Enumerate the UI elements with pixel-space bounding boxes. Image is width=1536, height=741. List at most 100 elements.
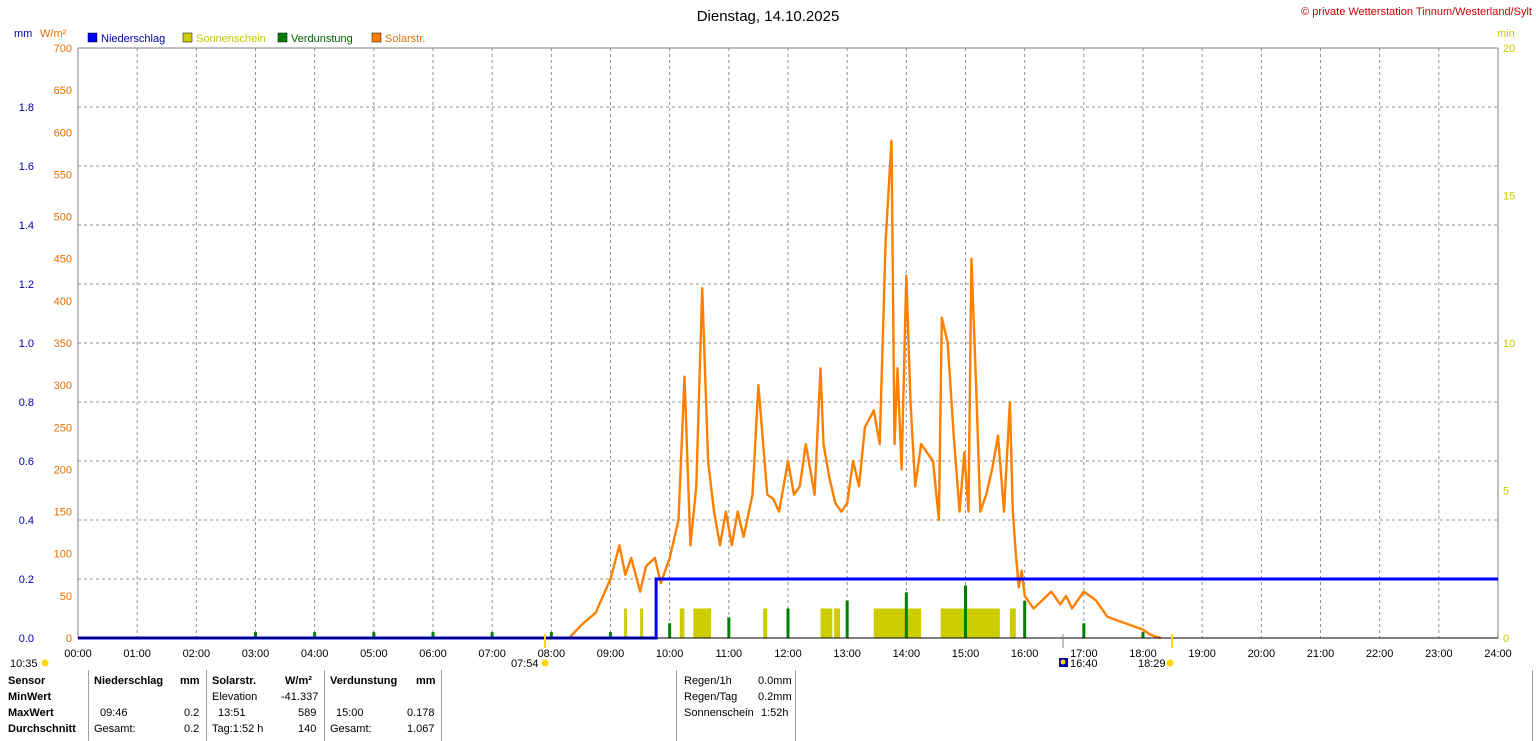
wm2-tick-label: 650 [54, 85, 72, 97]
sunshine-bar [873, 608, 922, 638]
x-tick-label: 22:00 [1366, 648, 1394, 660]
avg-evap-value: 1.067 [407, 723, 435, 735]
weather-chart: 00:00 01:00 02:00 03:00 04:00 05:00 06:00 07:00… [10, 6, 1532, 670]
axis-unit-mm: mm [14, 28, 32, 40]
chart-title: Dienstag, 14.10.2025 [697, 8, 840, 25]
wm2-tick-label: 200 [54, 464, 72, 476]
mm-tick-label: 1.0 [19, 338, 34, 350]
header-verdunstung: Verdunstung [330, 675, 398, 687]
sunshine-bar [1009, 608, 1016, 638]
statistics-table: Sensor MinWert MaxWert Durchschnitt Nied… [0, 670, 1536, 741]
x-tick-label: 00:00 [64, 648, 92, 660]
grid [78, 48, 1498, 638]
max-solar-value: 589 [298, 707, 317, 719]
sunshine-bar [624, 608, 628, 638]
avg-rain-label: Gesamt: [94, 723, 136, 735]
x-tick-label: 07:00 [478, 648, 506, 660]
x-tick-label: 02:00 [183, 648, 211, 660]
sun-icon [1166, 659, 1174, 667]
second-time: 18:29 [1138, 658, 1166, 670]
x-tick-label: 16:00 [1011, 648, 1039, 660]
legend: Niederschlag Sonnenschein Verdunstung So… [87, 32, 425, 45]
x-tick-label: 19:00 [1188, 648, 1216, 660]
min-tick-label: 0 [1503, 633, 1509, 645]
mm-tick-label: 0.4 [19, 515, 34, 527]
left-mm-tick-labels: 0.0 0.2 0.4 0.6 0.8 1.0 1.2 1.4 1.6 1.8 [19, 102, 34, 645]
table-divider [88, 670, 89, 741]
sunshine-bar [693, 608, 712, 638]
wm2-tick-label: 50 [60, 591, 72, 603]
row-minwert: MinWert [8, 691, 52, 703]
summary-label-regen-1h: Regen/1h [684, 675, 732, 687]
left-time-label: 10:35 [10, 658, 38, 670]
wm2-tick-label: 450 [54, 254, 72, 266]
header-sensor: Sensor [8, 675, 46, 687]
x-tick-label: 06:00 [419, 648, 447, 660]
min-tick-label: 15 [1503, 191, 1515, 203]
max-evap-time: 15:00 [336, 707, 364, 719]
wm2-tick-label: 350 [54, 338, 72, 350]
legend-label-solarstr: Solarstr. [385, 33, 425, 45]
time-markers: 10:35 07:54 16:40 18:29 [10, 634, 1174, 670]
sun-icon [541, 659, 549, 667]
wm2-tick-label: 250 [54, 422, 72, 434]
x-tick-label: 01:00 [123, 648, 151, 660]
x-tick-label: 13:00 [833, 648, 861, 660]
mm-tick-label: 1.8 [19, 102, 34, 114]
x-tick-label: 11:00 [715, 648, 742, 660]
summary-value-regen-tag: 0.2mm [758, 691, 792, 703]
table-divider [676, 670, 677, 741]
avg-solar-label: Tag:1:52 h [212, 723, 264, 735]
max-rain-value: 0.2 [184, 707, 200, 719]
x-tick-label: 17:00 [1070, 648, 1098, 660]
sunset-time: 16:40 [1070, 658, 1098, 670]
min-tick-label: 10 [1503, 338, 1515, 350]
wm2-tick-label: 600 [54, 127, 72, 139]
x-tick-label: 23:00 [1425, 648, 1453, 660]
axis-unit-min: min [1497, 28, 1515, 40]
min-solar-label: Elevation [212, 691, 258, 703]
wm2-tick-label: 0 [66, 633, 72, 645]
header-niederschlag: Niederschlag [94, 675, 164, 687]
mm-tick-label: 1.2 [19, 279, 34, 291]
sunshine-bar [640, 608, 644, 638]
wm2-tick-label: 500 [54, 212, 72, 224]
x-tick-label: 03:00 [242, 648, 270, 660]
table-divider [324, 670, 325, 741]
mm-tick-label: 0.0 [19, 633, 34, 645]
sunshine-bar [834, 608, 841, 638]
legend-swatch-sonnenschein [182, 32, 193, 43]
avg-evap-label: Gesamt: [330, 723, 372, 735]
header-verdunstung-unit: mm [416, 675, 436, 687]
solar-radiation-line [568, 139, 1162, 640]
legend-swatch-verdunstung [277, 32, 288, 43]
min-tick-label: 20 [1503, 43, 1515, 55]
x-tick-label: 09:00 [597, 648, 625, 660]
x-tick-label: 15:00 [952, 648, 980, 660]
sunshine-bar [940, 608, 1000, 638]
mm-tick-label: 0.2 [19, 574, 34, 586]
max-rain-time: 09:46 [100, 707, 128, 719]
sunshine-bar [763, 608, 768, 638]
left-wm2-tick-labels: 0 50 100 150 200 250 300 350 400 450 500 550 600 650 7… [54, 43, 72, 645]
mm-tick-label: 0.8 [19, 397, 34, 409]
wm2-tick-label: 300 [54, 380, 72, 392]
x-tick-label: 14:00 [893, 648, 921, 660]
x-tick-labels: 00:00 01:00 02:00 03:00 04:00 05:00 06:00 07:00… [64, 648, 1512, 660]
wm2-tick-label: 550 [54, 169, 72, 181]
legend-swatch-niederschlag [87, 32, 98, 43]
wm2-tick-label: 100 [54, 549, 72, 561]
wm2-tick-label: 150 [54, 507, 72, 519]
sun-icon [1060, 659, 1066, 665]
min-solar-value: -41.337 [281, 691, 319, 703]
summary-value-regen-1h: 0.0mm [758, 675, 792, 687]
min-tick-label: 5 [1503, 486, 1509, 498]
sunshine-bar [820, 608, 833, 638]
x-tick-label: 21:00 [1307, 648, 1335, 660]
table-divider [206, 670, 207, 741]
table-divider [441, 670, 442, 741]
wm2-tick-label: 400 [54, 296, 72, 308]
x-tick-label: 05:00 [360, 648, 388, 660]
row-maxwert: MaxWert [8, 707, 54, 719]
avg-rain-value: 0.2 [184, 723, 200, 735]
